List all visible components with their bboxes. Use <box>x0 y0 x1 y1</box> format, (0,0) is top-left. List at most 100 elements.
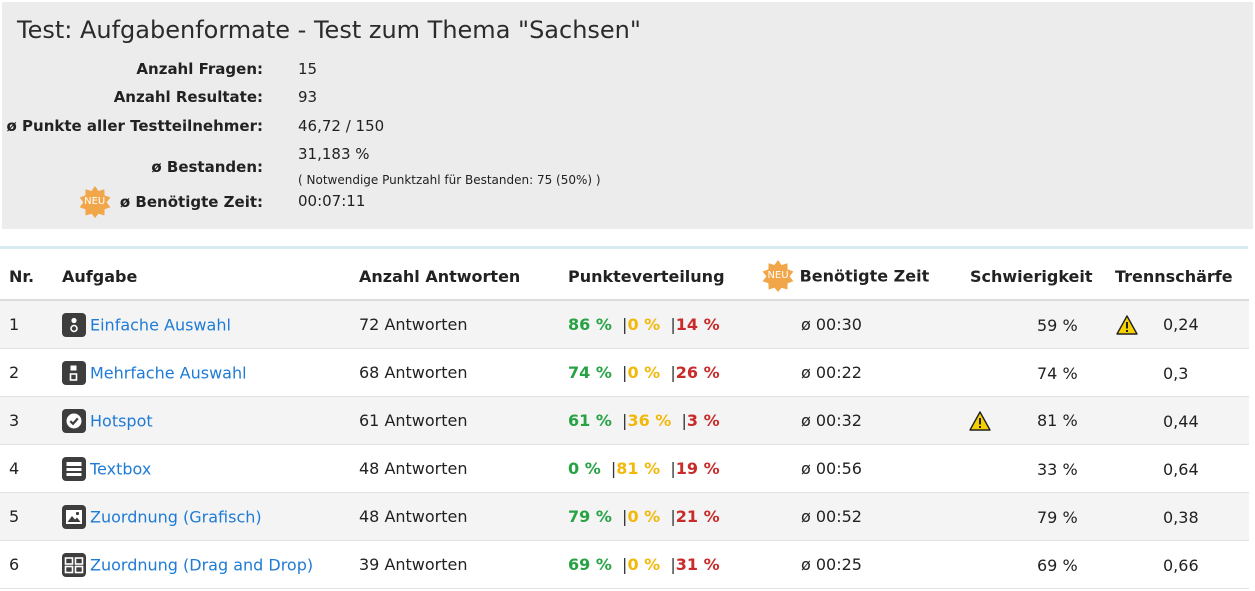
image-mapping-icon <box>62 504 86 529</box>
points-separator: | <box>622 507 628 526</box>
row-benoetigte-zeit: ø 00:22 <box>762 348 967 397</box>
zeit-value: 00:07:11 <box>298 192 366 210</box>
points-wrong: 21 % <box>675 507 720 526</box>
row-aufgabe: Hotspot <box>52 396 359 445</box>
points-separator: | <box>610 459 617 478</box>
row-trennschaerfe: 0,38 <box>1115 492 1249 541</box>
row-benoetigte-zeit: ø 00:32 <box>762 396 967 445</box>
punkte-value: 46,72 / 150 <box>298 117 385 135</box>
task-link[interactable]: Zuordnung (Drag and Drop) <box>90 555 314 574</box>
points-separator: | <box>670 315 676 334</box>
points-wrong: 3 % <box>686 411 720 430</box>
row-punkteverteilung: 0 % |81 % |19 % <box>565 444 762 493</box>
row-aufgabe: Zuordnung (Drag and Drop) <box>52 540 359 589</box>
row-schwierigkeit: 69 % <box>967 540 1115 589</box>
row-benoetigte-zeit: ø 00:52 <box>762 492 967 541</box>
hotspot-icon <box>62 408 86 433</box>
fragen-value: 15 <box>298 60 318 78</box>
row-punkteverteilung: 61 % |36 % |3 % <box>565 396 762 445</box>
discrimination-value: 0,44 <box>1163 411 1199 431</box>
discrimination-value: 0,24 <box>1163 315 1199 335</box>
row-schwierigkeit: 33 % <box>967 444 1115 493</box>
row-punkteverteilung: 79 % |0 % |21 % <box>565 492 762 541</box>
difficulty-value: 81 % <box>1037 411 1078 431</box>
points-separator: | <box>622 363 628 382</box>
bestanden-label: ø Bestanden: <box>151 158 263 176</box>
points-separator: | <box>622 411 628 430</box>
task-link[interactable]: Zuordnung (Grafisch) <box>90 507 262 526</box>
row-punkteverteilung: 86 % |0 % |14 % <box>565 300 762 349</box>
row-anzahl-antworten: 48 Antworten <box>359 492 565 541</box>
points-separator: | <box>670 363 676 382</box>
row-anzahl-antworten: 72 Antworten <box>359 300 565 349</box>
row-nr: 3 <box>0 396 52 445</box>
row-schwierigkeit: 74 % <box>967 348 1115 397</box>
points-separator: | <box>622 315 628 334</box>
points-separator: | <box>681 411 687 430</box>
discrimination-value: 0,66 <box>1163 555 1199 575</box>
points-correct: 79 % <box>568 507 612 526</box>
row-nr: 5 <box>0 492 52 541</box>
table-row: 6 Zuordnung (Drag and Drop) 39 Antworten 69… <box>0 540 1249 589</box>
task-link[interactable]: Mehrfache Auswahl <box>90 363 247 382</box>
difficulty-value: 69 % <box>1037 555 1078 575</box>
points-wrong: 31 % <box>675 555 720 574</box>
points-partial: 0 % <box>627 315 661 334</box>
bestanden-value: 31,183 % <box>298 145 370 163</box>
row-aufgabe: Mehrfache Auswahl <box>52 348 359 397</box>
test-summary-panel: Test: Aufgabenformate - Test zum Thema "… <box>2 2 1253 229</box>
row-nr: 1 <box>0 300 52 349</box>
row-schwierigkeit: 59 % <box>967 300 1115 349</box>
row-trennschaerfe: 0,64 <box>1115 444 1249 493</box>
warning-icon <box>969 411 991 431</box>
discrimination-warning-slot <box>1115 314 1163 335</box>
points-correct: 74 % <box>568 363 612 382</box>
points-correct: 61 % <box>568 411 612 430</box>
points-separator: | <box>670 555 676 574</box>
task-link[interactable]: Hotspot <box>90 411 153 430</box>
table-header-row: Nr. Aufgabe Anzahl Antworten Punkteverte… <box>0 253 1249 301</box>
points-wrong: 19 % <box>675 459 720 478</box>
task-link[interactable]: Einfache Auswahl <box>90 315 231 334</box>
row-benoetigte-zeit: ø 00:25 <box>762 540 967 589</box>
page-title: Test: Aufgabenformate - Test zum Thema "… <box>17 16 641 44</box>
table-row: 4 Textbox 48 Antworten 0 % |81 % |19 % ø 00:… <box>0 444 1249 493</box>
row-anzahl-antworten: 39 Antworten <box>359 540 565 589</box>
discrimination-value: 0,38 <box>1163 507 1199 527</box>
row-trennschaerfe: 0,3 <box>1115 348 1249 397</box>
row-aufgabe: Textbox <box>52 444 359 493</box>
row-schwierigkeit: 79 % <box>967 492 1115 541</box>
resultate-label: Anzahl Resultate: <box>113 88 263 106</box>
resultate-value: 93 <box>298 88 318 106</box>
difficulty-warning-slot <box>967 410 1037 431</box>
task-link[interactable]: Textbox <box>90 459 152 478</box>
row-punkteverteilung: 69 % |0 % |31 % <box>565 540 762 589</box>
row-trennschaerfe: 0,66 <box>1115 540 1249 589</box>
new-badge-text: NEU <box>767 270 789 281</box>
difficulty-value: 79 % <box>1037 507 1078 527</box>
header-schwierigkeit[interactable]: Schwierigkeit <box>967 253 1115 301</box>
header-punkteverteilung[interactable]: Punkteverteilung <box>565 253 762 301</box>
header-anzahl-antworten[interactable]: Anzahl Antworten <box>359 253 565 301</box>
new-badge-text: NEU <box>84 196 106 207</box>
row-anzahl-antworten: 68 Antworten <box>359 348 565 397</box>
discrimination-value: 0,64 <box>1163 459 1199 479</box>
table-top-border <box>0 246 1248 249</box>
header-aufgabe[interactable]: Aufgabe <box>52 253 359 301</box>
row-nr: 4 <box>0 444 52 493</box>
task-statistics-table: Nr. Aufgabe Anzahl Antworten Punkteverte… <box>0 253 1249 589</box>
fragen-label: Anzahl Fragen: <box>136 60 263 78</box>
warning-icon <box>1116 315 1138 335</box>
row-punkteverteilung: 74 % |0 % |26 % <box>565 348 762 397</box>
points-wrong: 14 % <box>675 315 720 334</box>
row-aufgabe: Zuordnung (Grafisch) <box>52 492 359 541</box>
points-separator: | <box>670 459 676 478</box>
difficulty-value: 74 % <box>1037 363 1078 383</box>
table-row: 2 Mehrfache Auswahl 68 Antworten 74 % |0 % … <box>0 348 1249 397</box>
header-benoetigte-zeit[interactable]: NEU Benötigte Zeit <box>762 253 967 301</box>
row-trennschaerfe: 0,24 <box>1115 300 1249 349</box>
row-aufgabe: Einfache Auswahl <box>52 300 359 349</box>
header-trennschaerfe[interactable]: Trennschärfe <box>1115 253 1249 301</box>
points-correct: 0 % <box>568 459 601 478</box>
header-nr[interactable]: Nr. <box>0 253 52 301</box>
